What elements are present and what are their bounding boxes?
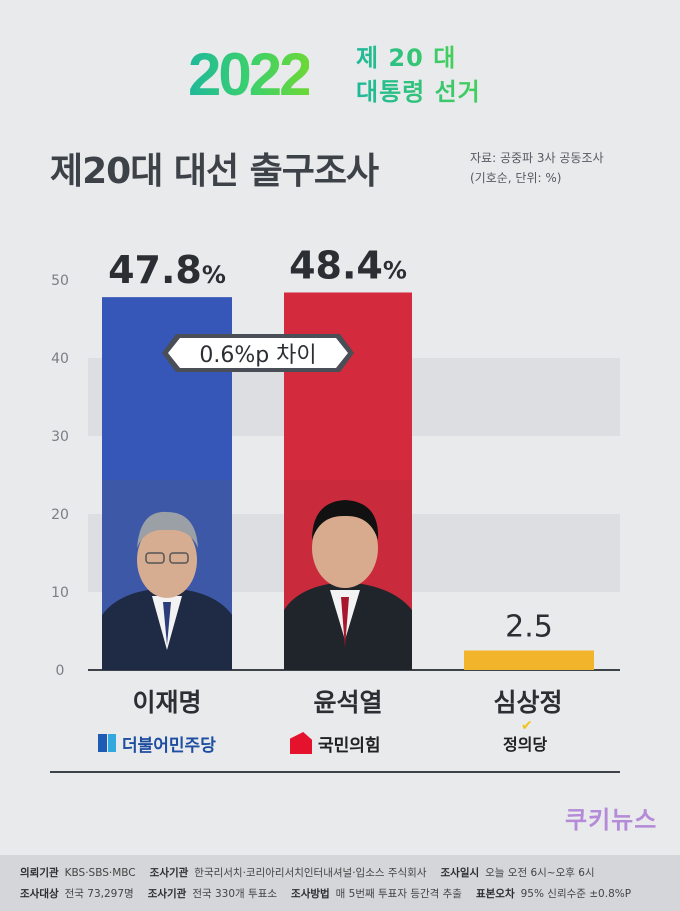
- footer-key: 조사방법: [291, 888, 330, 900]
- footer-key: 조사기관: [149, 867, 189, 879]
- party-label-ppp: 국민의힘: [318, 735, 381, 756]
- candidate-name-2: 윤석열: [313, 688, 383, 717]
- logo-year: 2022: [188, 41, 312, 108]
- party-logo-democratic: 더불어민주당: [98, 728, 216, 758]
- candidate-name-3: 심상정: [493, 688, 563, 717]
- logo-line2: 대통령 선거: [356, 78, 481, 106]
- footer-value: 오늘 오전 6시~오후 6시: [485, 867, 595, 879]
- candidate-photo-lee: [102, 480, 232, 670]
- ppp-party-icon: [290, 732, 312, 754]
- footer-key: 의뢰기관: [20, 867, 59, 879]
- bar-3: [464, 650, 594, 670]
- brand-logo: 쿠키뉴스: [565, 806, 658, 834]
- party-logo-justice: ✔ 정의당: [503, 718, 548, 758]
- footer-value: 한국리서치·코리아리서치인터내셔널·입소스 주식회사: [194, 867, 427, 879]
- footer-key: 조사기관: [147, 888, 187, 900]
- value-label-layer: 47.8% 48.4% 2.5: [108, 243, 553, 644]
- y-tick-label: 10: [51, 585, 69, 601]
- footer-key: 표본오차: [475, 888, 515, 900]
- value-label-1: 47.8%: [108, 248, 226, 292]
- y-tick-label: 40: [51, 351, 69, 367]
- y-tick-label: 0: [56, 663, 65, 679]
- footer-value: 전국 73,297명: [64, 888, 134, 900]
- party-label-justice: 정의당: [503, 735, 548, 754]
- source-line1: 자료: 공중파 3사 공동조사: [470, 151, 604, 165]
- candidate-name-1: 이재명: [132, 688, 202, 717]
- source-note: 자료: 공중파 3사 공동조사 (기호순, 단위: %): [470, 148, 604, 188]
- candidate-photo-yoon: [284, 480, 412, 670]
- value-label-3: 2.5: [505, 610, 553, 645]
- election-logo: 2022 제 20 대 대통령 선거: [188, 36, 498, 112]
- y-tick-label: 30: [51, 429, 69, 445]
- logo-line1: 제 20 대: [356, 44, 457, 72]
- footer-value: KBS·SBS·MBC: [64, 867, 136, 879]
- y-tick-label: 20: [51, 507, 69, 523]
- bottom-divider: [50, 771, 620, 773]
- gap-callout: 0.6%p 차이: [162, 334, 354, 372]
- y-tick-label: 50: [51, 273, 69, 289]
- footer-value: 매 5번째 투표자 등간격 추출: [335, 888, 462, 900]
- footer-key: 조사대상: [20, 888, 59, 900]
- footer-key: 조사일시: [440, 867, 480, 879]
- survey-footer: 의뢰기관 KBS·SBS·MBC 조사기관 한국리서치·코리아리서치인터내셔널·입소스…: [0, 855, 680, 911]
- value-label-2: 48.4%: [289, 243, 407, 287]
- footer-value: 95% 신뢰수준 ±0.8%P: [520, 888, 632, 900]
- party-label-democratic: 더불어민주당: [122, 735, 216, 756]
- footer-row-1: 의뢰기관 KBS·SBS·MBC 조사기관 한국리서치·코리아리서치인터내셔널·입소스…: [20, 865, 609, 880]
- footer-row-2: 조사대상 전국 73,297명 조사기관 전국 330개 투표소 조사방법 매 5번째 투…: [20, 886, 645, 901]
- y-tick-layer: 0 10 20 30 40 50: [51, 273, 69, 679]
- democratic-party-icon: [98, 734, 116, 752]
- chart-title: 제20대 대선 출구조사: [50, 151, 379, 192]
- justice-check-icon: ✔: [521, 718, 533, 734]
- party-logo-ppp: 국민의힘: [290, 728, 381, 758]
- gap-label: 0.6%p 차이: [199, 343, 316, 368]
- source-line2: (기호순, 단위: %): [470, 171, 562, 185]
- footer-value: 전국 330개 투표소: [192, 888, 278, 900]
